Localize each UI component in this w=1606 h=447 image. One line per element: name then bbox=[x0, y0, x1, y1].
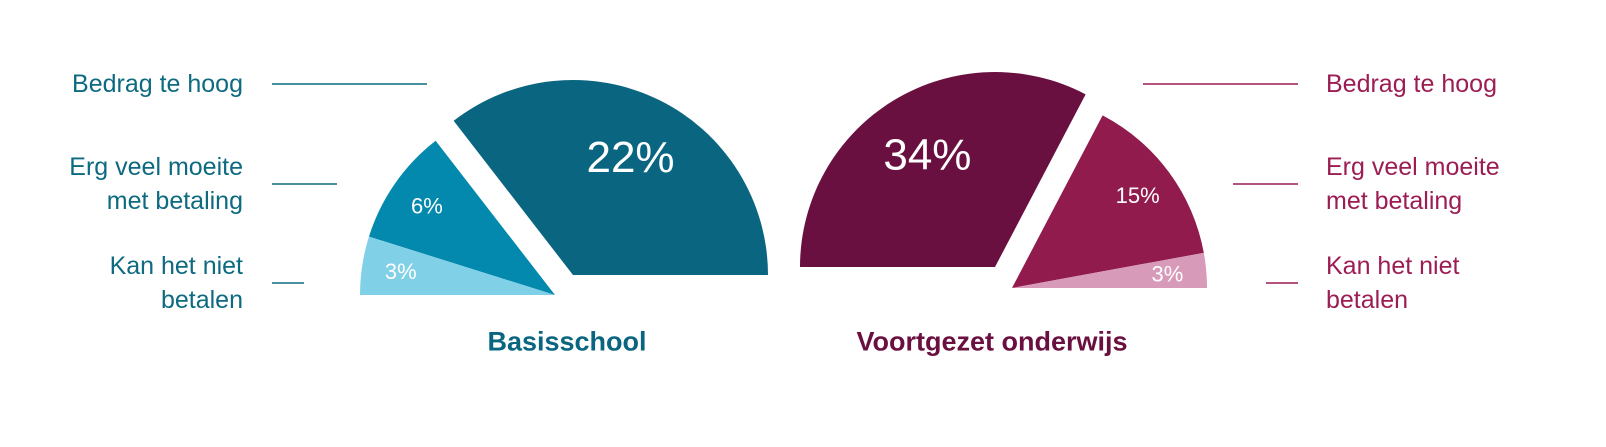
legend-label: Kan het niet betalen bbox=[109, 252, 243, 314]
legend-label: Kan het niet betalen bbox=[1326, 252, 1460, 314]
legend-label: Erg veel moeite met betaling bbox=[1326, 153, 1500, 215]
pie-slice bbox=[1012, 252, 1207, 288]
chart-title: Basisschool bbox=[487, 326, 647, 357]
value-label: 34% bbox=[883, 131, 971, 180]
legend-label: Bedrag te hoog bbox=[72, 70, 243, 98]
legend-label: Erg veel moeite met betaling bbox=[69, 153, 243, 215]
legend-label: Bedrag te hoog bbox=[1326, 70, 1497, 98]
value-label: 22% bbox=[586, 133, 674, 182]
value-label: 3% bbox=[1151, 261, 1183, 286]
value-label: 15% bbox=[1116, 183, 1160, 208]
pie-slice bbox=[368, 140, 555, 295]
value-label: 6% bbox=[411, 193, 443, 218]
value-label: 3% bbox=[385, 259, 417, 284]
chart-title: Voortgezet onderwijs bbox=[856, 326, 1128, 357]
pie-slice bbox=[800, 71, 1086, 267]
pie-slice bbox=[360, 236, 555, 295]
pie-slice bbox=[453, 80, 768, 276]
pie-slice bbox=[1012, 115, 1204, 288]
